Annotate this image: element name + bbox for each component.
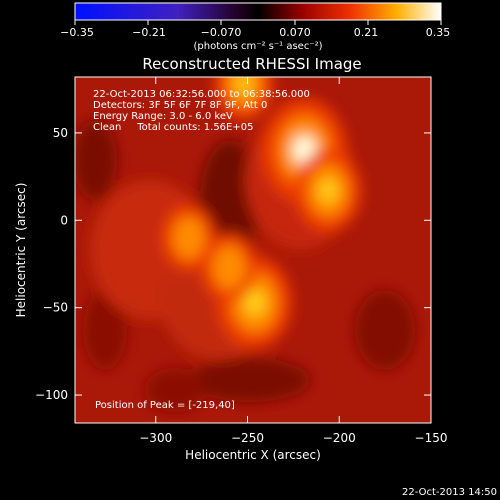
colorbar-tick-label: 0.21 <box>354 26 379 39</box>
heatmap-image <box>75 77 431 423</box>
y-tick-label: 50 <box>53 126 68 140</box>
colorbar: −0.35 −0.21 −0.070 0.070 0.21 0.35 (phot… <box>60 2 451 52</box>
annotation-peak-position: Position of Peak = [-219,40] <box>95 400 235 411</box>
x-axis-label: Heliocentric X (arcsec) <box>185 448 321 462</box>
colorbar-tick-label: −0.35 <box>60 26 94 39</box>
heatmap-dark-region <box>75 120 117 200</box>
annotation-detectors: Detectors: 3F 5F 6F 7F 8F 9F, Att 0 <box>93 100 267 111</box>
heatmap-dark-region <box>355 290 415 370</box>
axis-ticks <box>75 77 432 423</box>
colorbar-tick-label: −0.21 <box>132 26 166 39</box>
colorbar-units: (photons cm⁻² s⁻¹ asec⁻²) <box>193 41 322 52</box>
x-tick-label: −300 <box>139 431 172 445</box>
heatmap-dark-region <box>200 140 260 260</box>
annotation-algorithm: Clean Total counts: 1.56E+05 <box>93 122 253 133</box>
heatmap-source-core <box>319 179 338 202</box>
colorbar-tick-label: −0.070 <box>201 26 242 39</box>
x-tick-label: −200 <box>323 431 356 445</box>
y-tick-label: −100 <box>35 388 68 402</box>
annotation-energy-range: Energy Range: 3.0 - 6.0 keV <box>93 111 233 122</box>
y-tick-label: 0 <box>60 213 68 227</box>
y-tick-label: −50 <box>43 301 68 315</box>
heatmap-source-mid <box>172 216 205 259</box>
colorbar-gradient <box>74 2 442 21</box>
heatmap-source-core <box>244 289 266 316</box>
heatmap-sources <box>75 77 415 412</box>
colorbar-tick-label: 0.070 <box>279 26 311 39</box>
heatmap-dark-region <box>145 368 205 412</box>
plot-frame <box>74 76 432 424</box>
heatmap-dark-region <box>83 290 127 370</box>
x-tick-label: −150 <box>415 431 448 445</box>
colorbar-ticks <box>74 20 442 25</box>
heatmap-dark-region <box>190 358 310 402</box>
heatmap-source-mid <box>212 245 246 290</box>
footer-timestamp: 22-Oct-2013 14:50 <box>402 487 497 498</box>
x-tick-label: −250 <box>231 431 264 445</box>
colorbar-tick-label: 0.35 <box>426 26 451 39</box>
annotation-time-range: 22-Oct-2013 06:32:56.000 to 06:38:56.000 <box>93 89 310 100</box>
y-axis-label: Heliocentric Y (arcsec) <box>14 183 28 318</box>
chart-title: Reconstructed RHESSI Image <box>142 55 361 73</box>
